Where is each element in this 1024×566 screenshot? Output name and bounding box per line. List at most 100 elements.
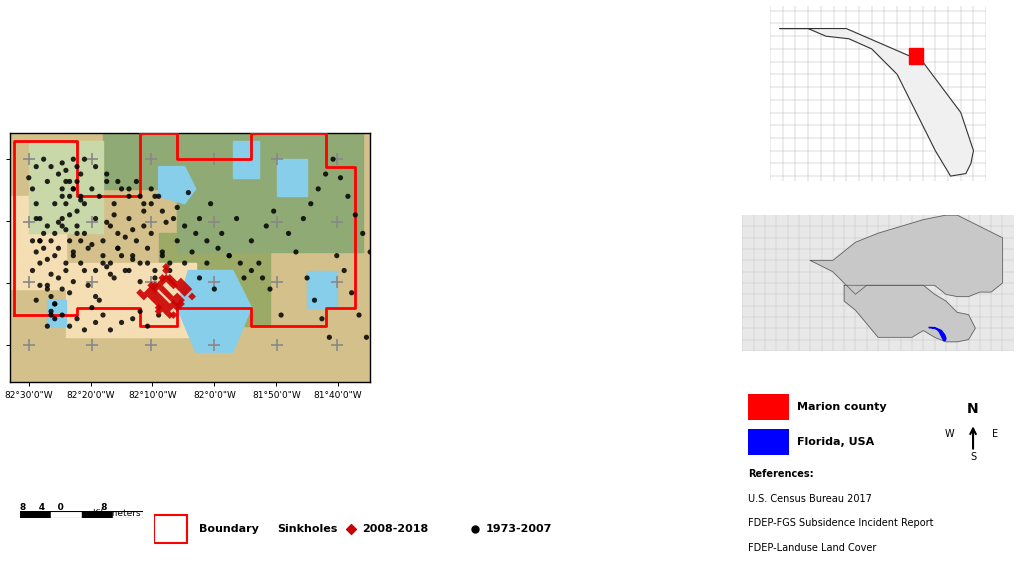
Polygon shape bbox=[10, 196, 66, 289]
Point bbox=[128, 236, 144, 245]
Point bbox=[158, 273, 174, 282]
Point bbox=[69, 177, 85, 186]
Point bbox=[343, 288, 359, 297]
Point bbox=[281, 229, 297, 238]
Text: 8    4    0            8: 8 4 0 8 bbox=[20, 503, 108, 512]
Point bbox=[32, 281, 48, 290]
Point bbox=[184, 292, 201, 301]
Point bbox=[46, 314, 62, 323]
Point bbox=[66, 185, 82, 194]
Point bbox=[121, 185, 137, 194]
Bar bbox=[154, 515, 187, 543]
Bar bbox=[82, 511, 113, 518]
Point bbox=[158, 307, 174, 316]
Point bbox=[46, 299, 62, 308]
Point bbox=[180, 285, 197, 294]
Point bbox=[98, 262, 115, 271]
Point bbox=[191, 273, 208, 282]
Point bbox=[146, 285, 163, 294]
Point bbox=[32, 236, 48, 245]
Point bbox=[347, 211, 364, 220]
Point bbox=[28, 199, 44, 208]
Point bbox=[135, 207, 152, 216]
Point bbox=[57, 259, 74, 268]
Text: Florida, USA: Florida, USA bbox=[797, 437, 873, 447]
Point bbox=[169, 292, 185, 301]
Point bbox=[151, 292, 167, 301]
Point bbox=[244, 236, 260, 245]
Bar bbox=[748, 428, 788, 455]
Point bbox=[87, 266, 103, 275]
Point bbox=[76, 155, 92, 164]
Polygon shape bbox=[196, 133, 307, 215]
Point bbox=[73, 195, 89, 204]
Point bbox=[91, 192, 108, 201]
Point bbox=[66, 277, 82, 286]
Point bbox=[361, 247, 378, 256]
Point bbox=[288, 247, 304, 256]
Point bbox=[162, 277, 178, 286]
Point bbox=[61, 211, 78, 220]
Point bbox=[236, 273, 252, 282]
Point bbox=[151, 281, 167, 290]
Point bbox=[87, 162, 103, 171]
Polygon shape bbox=[278, 159, 307, 196]
Point bbox=[143, 199, 160, 208]
Point bbox=[46, 299, 62, 308]
Point bbox=[102, 270, 119, 279]
Point bbox=[50, 244, 67, 253]
Point bbox=[143, 285, 160, 294]
Point bbox=[151, 299, 167, 308]
Point bbox=[146, 273, 163, 282]
Point bbox=[187, 229, 204, 238]
Point bbox=[169, 203, 185, 212]
Point bbox=[39, 285, 55, 294]
Point bbox=[43, 162, 59, 171]
Point bbox=[73, 259, 89, 268]
Point bbox=[39, 221, 55, 230]
Text: FDEP-FGS Subsidence Incident Report: FDEP-FGS Subsidence Incident Report bbox=[748, 518, 933, 528]
Polygon shape bbox=[742, 215, 1014, 351]
Point bbox=[132, 192, 148, 201]
Point bbox=[135, 199, 152, 208]
Text: E: E bbox=[992, 429, 998, 439]
Point bbox=[176, 288, 193, 297]
Point bbox=[199, 259, 215, 268]
Point bbox=[43, 307, 59, 316]
Point bbox=[155, 295, 171, 305]
Point bbox=[84, 303, 100, 312]
Text: U.S. Census Bureau 2017: U.S. Census Bureau 2017 bbox=[748, 494, 871, 504]
Point bbox=[132, 259, 148, 268]
Point bbox=[143, 281, 160, 290]
Point bbox=[162, 311, 178, 320]
Point bbox=[98, 169, 115, 178]
Point bbox=[151, 192, 167, 201]
Point bbox=[46, 199, 62, 208]
Point bbox=[57, 266, 74, 275]
Bar bbox=[748, 393, 788, 420]
Point bbox=[165, 299, 181, 308]
Point bbox=[95, 251, 112, 260]
Point bbox=[66, 247, 82, 256]
Point bbox=[25, 185, 41, 194]
Point bbox=[105, 273, 122, 282]
Point bbox=[262, 285, 279, 294]
Point bbox=[155, 207, 171, 216]
Point bbox=[28, 247, 44, 256]
Point bbox=[32, 214, 48, 223]
Point bbox=[91, 295, 108, 305]
Text: Kilometers: Kilometers bbox=[92, 509, 140, 518]
Text: Boundary: Boundary bbox=[199, 524, 258, 534]
Point bbox=[162, 292, 178, 301]
Point bbox=[173, 285, 189, 294]
Point bbox=[95, 311, 112, 320]
Point bbox=[61, 177, 78, 186]
Polygon shape bbox=[66, 263, 196, 337]
Point bbox=[143, 292, 160, 301]
Point bbox=[162, 273, 178, 282]
Text: Marion county: Marion county bbox=[797, 402, 887, 411]
Point bbox=[128, 177, 144, 186]
Polygon shape bbox=[908, 48, 923, 64]
Point bbox=[87, 292, 103, 301]
Text: N: N bbox=[968, 402, 979, 417]
